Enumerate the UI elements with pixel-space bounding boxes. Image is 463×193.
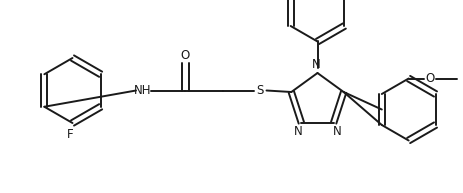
Text: N: N bbox=[293, 125, 301, 138]
Text: O: O bbox=[424, 72, 433, 85]
Text: O: O bbox=[180, 49, 189, 62]
Text: S: S bbox=[256, 84, 263, 97]
Text: NH: NH bbox=[133, 84, 151, 97]
Text: N: N bbox=[311, 58, 319, 71]
Text: F: F bbox=[67, 128, 73, 141]
Text: N: N bbox=[332, 125, 341, 138]
